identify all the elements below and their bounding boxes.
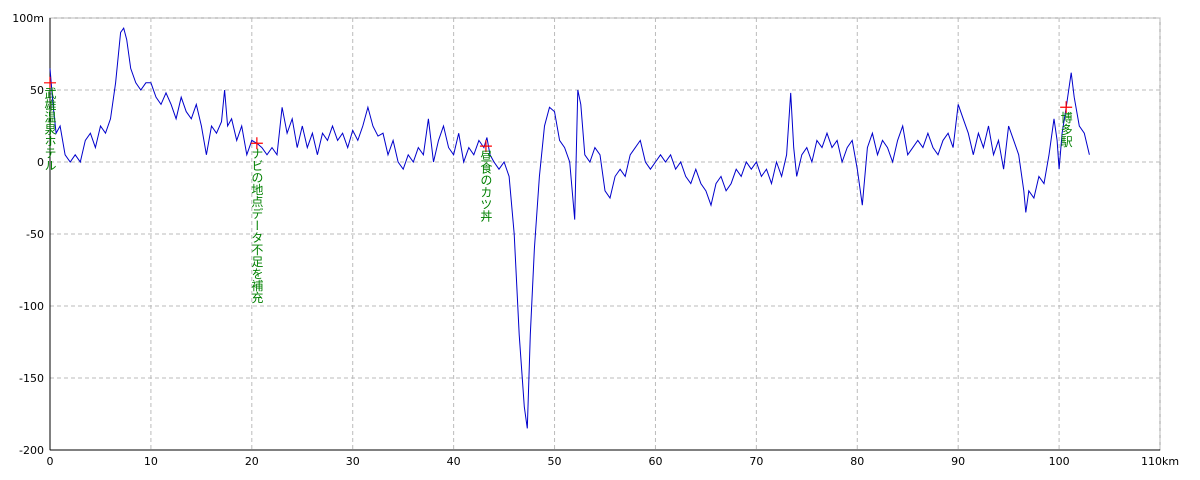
y-tick-label: 100m	[12, 12, 44, 25]
y-tick-label: 50	[30, 84, 44, 97]
annotation-label: ナビの地点データ不足を補充	[250, 147, 264, 304]
annotation-label: 武雄温泉ホテル	[43, 86, 57, 170]
annotation-label: 昼食のカツ丼	[479, 150, 493, 222]
x-tick-label: 10	[144, 455, 158, 468]
x-tick-label: 60	[648, 455, 662, 468]
y-tick-label: 0	[37, 156, 44, 169]
x-tick-label: 80	[850, 455, 864, 468]
x-tick-label: 40	[447, 455, 461, 468]
y-tick-label: -200	[19, 444, 44, 457]
x-tick-label: 30	[346, 455, 360, 468]
x-tick-label: 90	[951, 455, 965, 468]
x-tick-label: 0	[47, 455, 54, 468]
y-tick-label: -100	[19, 300, 44, 313]
y-tick-label: -150	[19, 372, 44, 385]
annotation-label: 博多駅	[1059, 110, 1073, 148]
y-tick-label: -50	[26, 228, 44, 241]
marker	[1060, 101, 1073, 114]
x-tick-label: 110km	[1141, 455, 1179, 468]
marker	[250, 137, 263, 150]
elevation-line	[49, 26, 1090, 429]
x-tick-label: 100	[1049, 455, 1070, 468]
x-tick-label: 50	[548, 455, 562, 468]
x-tick-label: 20	[245, 455, 259, 468]
marker	[44, 76, 56, 89]
marker	[479, 140, 492, 153]
x-tick-label: 70	[749, 455, 763, 468]
